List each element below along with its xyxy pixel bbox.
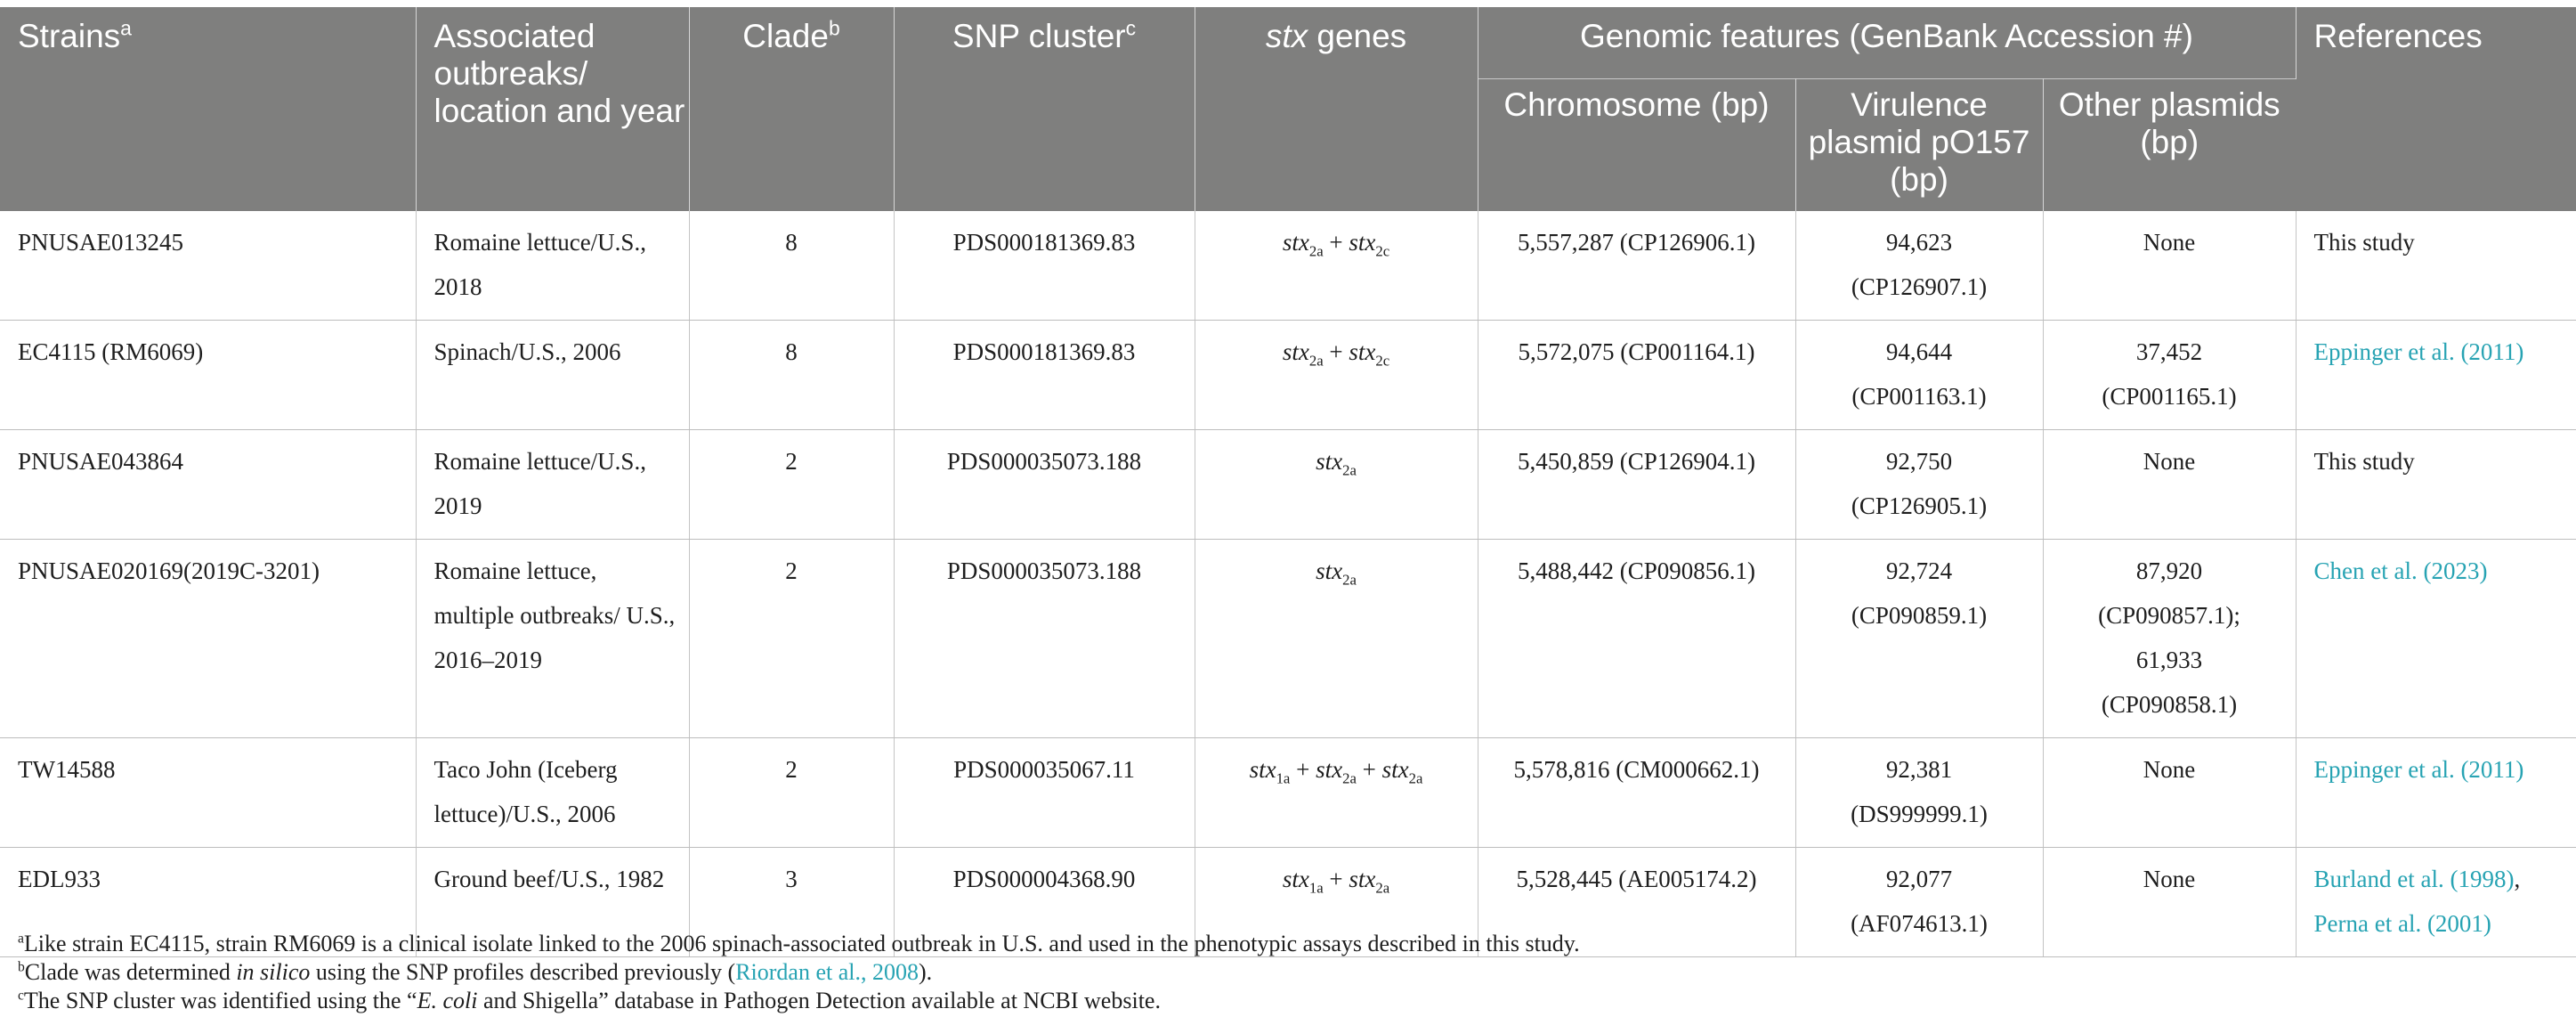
stx-genes-cell: stx1a + stx2a bbox=[1195, 847, 1478, 957]
other-plasmids-cell: 37,452 (CP001165.1) bbox=[2043, 320, 2297, 430]
references-cell: Chen et al. (2023) bbox=[2296, 539, 2576, 738]
snp-cluster-cell: PDS000035073.188 bbox=[894, 429, 1195, 540]
snp-cluster-cell: PDS000035073.188 bbox=[894, 539, 1195, 738]
outbreak-cell: Romaine lettuce/U.S., 2019 bbox=[416, 429, 690, 540]
reference-link[interactable]: Burland et al. (1998) bbox=[2313, 866, 2515, 892]
chromosome-cell: 5,528,445 (AE005174.2) bbox=[1478, 847, 1796, 957]
footnote-b-link[interactable]: Riordan et al., 2008 bbox=[735, 959, 919, 985]
outbreak-cell: Taco John (Iceberg lettuce)/U.S., 2006 bbox=[416, 737, 690, 848]
clade-cell: 2 bbox=[689, 429, 895, 540]
reference-link[interactable]: Perna et al. (2001) bbox=[2313, 910, 2491, 937]
references-cell: Burland et al. (1998), Perna et al. (2001… bbox=[2296, 847, 2576, 957]
clade-cell: 3 bbox=[689, 847, 895, 957]
references-cell: This study bbox=[2296, 211, 2576, 321]
clade-cell: 8 bbox=[689, 211, 895, 321]
table-row: TW14588 Taco John (Iceberg lettuce)/U.S.,… bbox=[0, 737, 2576, 848]
header-chromosome: Chromosome (bp) bbox=[1478, 78, 1796, 211]
strain-cell: EC4115 (RM6069) bbox=[0, 320, 417, 430]
chromosome-cell: 5,578,816 (CM000662.1) bbox=[1478, 737, 1796, 848]
other-plasmids-cell: 87,920 (CP090857.1); 61,933 (CP090858.1) bbox=[2043, 539, 2297, 738]
references-cell: Eppinger et al. (2011) bbox=[2296, 320, 2576, 430]
reference-link[interactable]: Eppinger et al. (2011) bbox=[2313, 338, 2524, 365]
footnote-a: aLike strain EC4115, strain RM6069 is a … bbox=[18, 931, 1580, 956]
table-body: PNUSAE013245 Romaine lettuce/U.S., 2018 8 P… bbox=[0, 211, 2576, 957]
clade-cell: 8 bbox=[689, 320, 895, 430]
header-stx-genes: stx genes bbox=[1195, 7, 1478, 211]
references-cell: This study bbox=[2296, 429, 2576, 540]
header-virulence-plasmid: Virulence plasmid pO157 (bp) bbox=[1795, 78, 2044, 211]
chromosome-cell: 5,450,859 (CP126904.1) bbox=[1478, 429, 1796, 540]
table-row: EC4115 (RM6069) Spinach/U.S., 2006 8 PDS000… bbox=[0, 320, 2576, 430]
reference-link[interactable]: Eppinger et al. (2011) bbox=[2313, 756, 2524, 783]
stx-genes-cell: stx2a bbox=[1195, 539, 1478, 738]
virulence-plasmid-cell: 92,381 (DS999999.1) bbox=[1795, 737, 2044, 848]
virulence-plasmid-cell: 92,077 (AF074613.1) bbox=[1795, 847, 2044, 957]
table-row: PNUSAE013245 Romaine lettuce/U.S., 2018 8 P… bbox=[0, 211, 2576, 321]
header-clade: Cladeb bbox=[689, 7, 895, 211]
strain-cell: PNUSAE020169(2019C-3201) bbox=[0, 539, 417, 738]
strain-cell: EDL933 bbox=[0, 847, 417, 957]
strain-cell: PNUSAE013245 bbox=[0, 211, 417, 321]
header-strains: Strainsa bbox=[0, 7, 417, 211]
reference-link[interactable]: Chen et al. (2023) bbox=[2313, 557, 2488, 584]
clade-cell: 2 bbox=[689, 539, 895, 738]
virulence-plasmid-cell: 92,724 (CP090859.1) bbox=[1795, 539, 2044, 738]
header-snp-cluster: SNP clusterc bbox=[894, 7, 1195, 211]
outbreak-cell: Ground beef/U.S., 1982 bbox=[416, 847, 690, 957]
footnote-c: cThe SNP cluster was identified using th… bbox=[18, 988, 1161, 1013]
strain-cell: PNUSAE043864 bbox=[0, 429, 417, 540]
outbreak-cell: Romaine lettuce/U.S., 2018 bbox=[416, 211, 690, 321]
chromosome-cell: 5,572,075 (CP001164.1) bbox=[1478, 320, 1796, 430]
stx-genes-cell: stx2a + stx2c bbox=[1195, 320, 1478, 430]
strains-table: Strainsa Associated outbreaks/ location … bbox=[0, 7, 2576, 957]
table-row: PNUSAE020169(2019C-3201) Romaine lettuce,… bbox=[0, 539, 2576, 738]
virulence-plasmid-cell: 92,750 (CP126905.1) bbox=[1795, 429, 2044, 540]
snp-cluster-cell: PDS000181369.83 bbox=[894, 320, 1195, 430]
other-plasmids-cell: None bbox=[2043, 429, 2297, 540]
header-outbreaks: Associated outbreaks/ location and year bbox=[416, 7, 690, 211]
strain-cell: TW14588 bbox=[0, 737, 417, 848]
reference-text: , bbox=[2514, 866, 2521, 892]
other-plasmids-cell: None bbox=[2043, 211, 2297, 321]
other-plasmids-cell: None bbox=[2043, 737, 2297, 848]
chromosome-cell: 5,488,442 (CP090856.1) bbox=[1478, 539, 1796, 738]
other-plasmids-cell: None bbox=[2043, 847, 2297, 957]
clade-cell: 2 bbox=[689, 737, 895, 848]
references-cell: Eppinger et al. (2011) bbox=[2296, 737, 2576, 848]
table-row: EDL933 Ground beef/U.S., 1982 3 PDS00000436… bbox=[0, 847, 2576, 957]
outbreak-cell: Romaine lettuce, multiple outbreaks/ U.S… bbox=[416, 539, 690, 738]
stx-genes-cell: stx2a + stx2c bbox=[1195, 211, 1478, 321]
chromosome-cell: 5,557,287 (CP126906.1) bbox=[1478, 211, 1796, 321]
snp-cluster-cell: PDS000181369.83 bbox=[894, 211, 1195, 321]
table-row: PNUSAE043864 Romaine lettuce/U.S., 2019 2 P… bbox=[0, 429, 2576, 540]
header-genomic-features: Genomic features (GenBank Accession #) bbox=[1478, 7, 2297, 79]
snp-cluster-cell: PDS000035067.11 bbox=[894, 737, 1195, 848]
outbreak-cell: Spinach/U.S., 2006 bbox=[416, 320, 690, 430]
header-references: References bbox=[2296, 7, 2576, 211]
snp-cluster-cell: PDS000004368.90 bbox=[894, 847, 1195, 957]
stx-genes-cell: stx2a bbox=[1195, 429, 1478, 540]
header-other-plasmids: Other plasmids (bp) bbox=[2043, 78, 2296, 211]
stx-genes-cell: stx1a + stx2a + stx2a bbox=[1195, 737, 1478, 848]
reference-text: This study bbox=[2313, 229, 2415, 256]
virulence-plasmid-cell: 94,644 (CP001163.1) bbox=[1795, 320, 2044, 430]
reference-text: This study bbox=[2313, 448, 2415, 475]
virulence-plasmid-cell: 94,623 (CP126907.1) bbox=[1795, 211, 2044, 321]
footnote-b: bClade was determined in silico using th… bbox=[18, 959, 933, 985]
